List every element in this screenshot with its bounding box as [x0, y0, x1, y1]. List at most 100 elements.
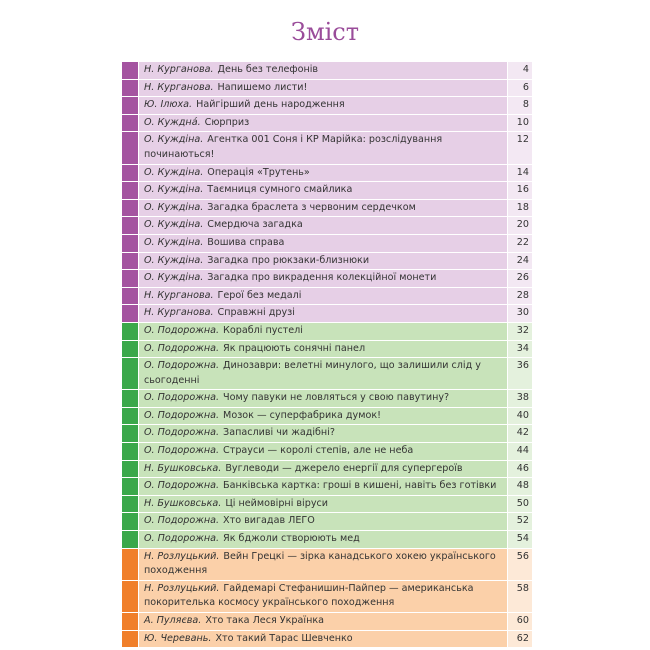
section-marker: [122, 580, 139, 612]
section-marker: [122, 62, 139, 79]
entry-author: О. Куждіна.: [144, 184, 204, 196]
toc-row: О. Куждіна. Операція «Трутень» 14: [122, 164, 532, 183]
entry-author: Н. Бушковська.: [144, 462, 222, 474]
entry-page: 46: [507, 460, 532, 478]
entry-author: Н. Курганова.: [144, 289, 214, 301]
entry-page: 56: [507, 548, 532, 580]
entry-page: 22: [507, 234, 532, 252]
toc-row: О. Куждіна. Загадка про рюкзаки-близнюки 2…: [122, 252, 532, 271]
toc-row: О. Подорожна. Запасливі чи жадібні? 42: [122, 425, 532, 444]
entry-title: Операція «Трутень»: [207, 166, 310, 178]
toc-row: О. Куждіна. Загадка браслета з червоним с…: [122, 199, 532, 218]
entry-title: Вейн Грецкі — зірка канадського хокею ук…: [144, 550, 496, 577]
section-marker: [122, 114, 139, 132]
entry-author: О. Подорожна.: [144, 360, 220, 372]
toc-row: О. Подорожна. Мозок — суперфабрика думок!…: [122, 407, 532, 426]
entry-page: 26: [507, 270, 532, 287]
entry-title: Загадка браслета з червоним сердечком: [207, 201, 416, 213]
entry-title: Таємниця сумного смайлика: [207, 184, 353, 196]
entry-author: О. Подорожна.: [144, 533, 220, 545]
entry: О. Подорожна. Запасливі чи жадібні?: [139, 425, 507, 443]
entry-page: 54: [507, 531, 532, 548]
section-marker: [122, 495, 139, 513]
toc-row: Н. Розлуцький. Гайдемарі Стефанишин-Пайпе…: [122, 580, 532, 613]
entry-title: Смердюча загадка: [207, 219, 303, 231]
entry-author: О. Подорожна.: [144, 409, 220, 421]
entry: Н. Курганова. Справжні друзі: [139, 305, 507, 322]
entry-author: О. Куждіна.: [144, 201, 204, 213]
entry: Н. Бушковська. Ці неймовірні віруси: [139, 495, 507, 513]
section-marker: [122, 79, 139, 97]
section-marker: [122, 164, 139, 182]
entry-page: 42: [507, 425, 532, 443]
section-marker: [122, 322, 139, 340]
entry-title: Вуглеводи — джерело енергії для супергер…: [225, 462, 463, 474]
entry-title: Чому павуки не ловляться у свою павутину…: [223, 392, 450, 404]
toc-row: О. Куждіна. Загадка про викрадення колекц…: [122, 270, 532, 288]
entry: О. Куждіна. Загадка про рюкзаки-близнюки: [139, 252, 507, 270]
entry-page: 34: [507, 340, 532, 358]
entry-title: Хто вигадав ЛЕГО: [223, 515, 315, 527]
toc-row: Н. Курганова. День без телефонів 4: [122, 62, 532, 80]
section-marker: [122, 478, 139, 495]
entry-title: Вошива справа: [207, 236, 285, 248]
entry-title: Напишемо листи!: [217, 81, 308, 93]
entry-author: Н. Курганова.: [144, 81, 214, 93]
toc-row: О. Подорожна. Банківська картка: гроші в …: [122, 478, 532, 496]
toc-row: Н. Бушковська. Вуглеводи — джерело енергі…: [122, 460, 532, 479]
entry-page: 58: [507, 580, 532, 612]
section-marker: [122, 358, 139, 390]
entry: Н. Бушковська. Вуглеводи — джерело енергі…: [139, 460, 507, 478]
entry-page: 18: [507, 199, 532, 217]
entry-title: День без телефонів: [217, 64, 319, 75]
entry-title: Найгірший день народження: [196, 99, 345, 111]
section-marker: [122, 182, 139, 199]
entry-page: 48: [507, 478, 532, 495]
entry: О. Подорожна. Банківська картка: гроші в …: [139, 478, 507, 495]
entry-title: Справжні друзі: [217, 307, 295, 319]
toc-row: Н. Розлуцький. Вейн Грецкі — зірка канадс…: [122, 548, 532, 581]
entry: О. Куждіна. Таємниця сумного смайлика: [139, 182, 507, 199]
entry: О. Подорожна. Хто вигадав ЛЕГО: [139, 513, 507, 531]
entry-title: Агентка 001 Соня і КР Марійка: розслідув…: [144, 134, 443, 160]
entry-title: Гайдемарі Стефанишин-Пайпер — американсь…: [144, 582, 474, 609]
entry-page: 40: [507, 407, 532, 425]
section-marker: [122, 630, 139, 648]
entry: О. Подорожна. Страуси — королі степів, ал…: [139, 443, 507, 460]
toc-row: О. Куждіна. Агентка 001 Соня і КР Марійка…: [122, 132, 532, 165]
entry-title: Страуси — королі степів, але не неба: [223, 445, 414, 457]
section-marker: [122, 132, 139, 164]
section-marker: [122, 425, 139, 443]
entry: Н. Курганова. Напишемо листи!: [139, 79, 507, 97]
section-marker: [122, 513, 139, 531]
entry-title: Динозаври: велетні минулого, що залишили…: [144, 360, 481, 386]
entry-author: Н. Розлуцький.: [144, 550, 220, 562]
section-marker: [122, 531, 139, 548]
entry-author: О. Куждіна.: [144, 134, 204, 146]
entry-author: О. Подорожна.: [144, 342, 220, 354]
entry: Ю. Черевань. Хто такий Тарас Шевченко: [139, 630, 507, 648]
entry: О. Кужднá. Сюрприз: [139, 114, 507, 132]
toc-row: О. Подорожна. Чому павуки не ловляться у …: [122, 390, 532, 408]
entry-author: Н. Курганова.: [144, 307, 214, 319]
entry-page: 62: [507, 630, 532, 648]
toc-row: А. Пуляєва. Хто така Леся Українка 60: [122, 613, 532, 631]
entry: Н. Розлуцький. Вейн Грецкі — зірка канадс…: [139, 548, 507, 580]
toc-row: О. Куждіна. Вошива справа 22: [122, 234, 532, 253]
toc-row: О. Подорожна. Кораблі пустелі 32: [122, 322, 532, 341]
entry-title: Банківська картка: гроші в кишені, навіт…: [223, 480, 497, 492]
entry-title: Запасливі чи жадібні?: [223, 427, 335, 439]
entry: Н. Курганова. Герої без медалі: [139, 287, 507, 305]
section-marker: [122, 234, 139, 252]
entry-title: Загадка про викрадення колекційної монет…: [207, 272, 437, 284]
entry: О. Подорожна. Як бджоли створюють мед: [139, 531, 507, 548]
entry-page: 14: [507, 164, 532, 182]
entry-page: 20: [507, 217, 532, 234]
entry-author: О. Кужднá.: [144, 116, 201, 128]
page-title: Зміст: [290, 18, 359, 46]
entry-page: 32: [507, 322, 532, 340]
section-marker: [122, 390, 139, 407]
section-marker: [122, 199, 139, 217]
entry-page: 6: [507, 79, 532, 97]
entry-page: 10: [507, 114, 532, 132]
